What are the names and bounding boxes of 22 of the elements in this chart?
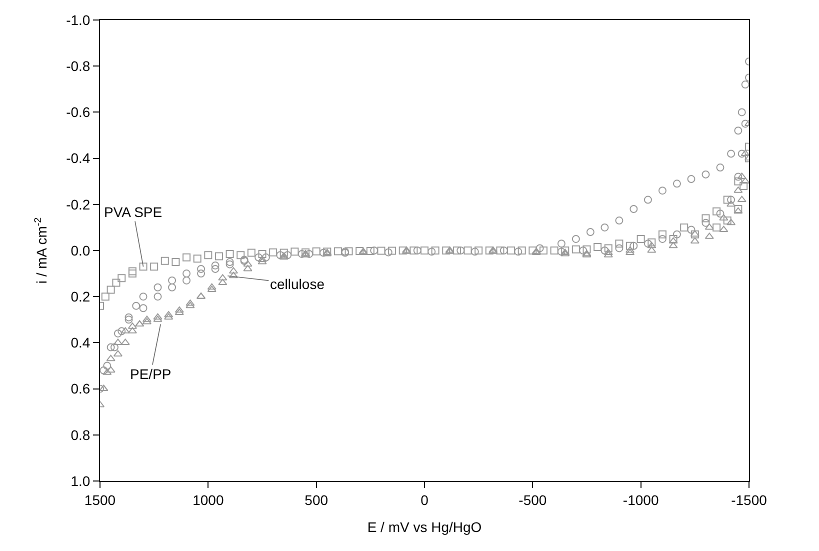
x-axis-title: E / mV vs Hg/HgO [367,519,482,536]
x-tick-label: 0 [420,492,429,508]
y-tick-label: 0.6 [70,380,90,397]
annotation: PE/PP [130,366,172,382]
y-tick-label: 0.4 [70,334,90,351]
y-tick-label: -0.4 [66,150,90,166]
x-tick-label: 500 [304,492,328,508]
x-tick-label: 1000 [192,492,224,508]
x-tick-label: -500 [518,492,547,508]
x-tick-label: -1000 [622,492,659,508]
x-tick-label: 1500 [84,492,116,508]
y-tick-label: 0.0 [70,242,90,258]
y-tick-label: -0.2 [66,196,90,212]
y-tick-label: 1.0 [70,472,90,489]
y-tick-label: -1.0 [66,12,90,28]
annotation: PVA SPE [104,204,162,220]
y-tick-label: 0.8 [70,426,90,443]
x-tick-label: -1500 [731,492,768,508]
annotation: cellulose [270,276,325,292]
y-tick-label: -0.8 [66,58,90,74]
y-tick-label: 0.2 [70,288,90,304]
y-tick-label: -0.6 [66,104,90,120]
